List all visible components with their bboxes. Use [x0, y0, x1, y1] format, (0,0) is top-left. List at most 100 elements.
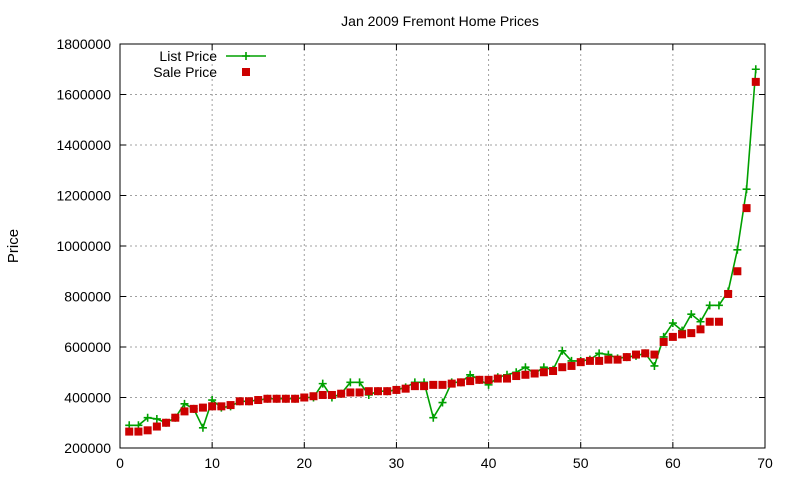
legend-marker	[242, 52, 250, 60]
sale-price-point	[447, 379, 456, 388]
y-tick-label: 1600000	[56, 87, 111, 103]
list-price-point	[355, 378, 364, 387]
x-tick-label: 50	[573, 455, 589, 471]
y-tick-label: 600000	[64, 339, 111, 355]
sale-price-point	[705, 317, 714, 326]
sale-price-point	[152, 422, 161, 431]
list-price-point	[521, 363, 530, 372]
legend-label: Sale Price	[153, 64, 217, 80]
list-price-point	[438, 398, 447, 407]
sale-price-point	[208, 402, 217, 411]
sale-price-point	[503, 374, 511, 383]
sale-price-point	[125, 427, 134, 436]
x-tick-label: 10	[204, 455, 220, 471]
sale-price-point	[484, 375, 493, 384]
sale-price-point	[668, 332, 677, 341]
sale-price-point	[217, 402, 226, 411]
list-price-point	[152, 414, 161, 423]
sale-price-point	[641, 349, 650, 358]
x-tick-label: 30	[389, 455, 405, 471]
y-tick-label: 200000	[64, 440, 111, 456]
series-sale-price	[125, 77, 760, 436]
list-price-point	[687, 310, 696, 319]
legend-label: List Price	[159, 48, 217, 64]
list-price-point	[705, 301, 714, 310]
sale-price-point	[281, 394, 290, 403]
y-tick-label: 1800000	[56, 36, 111, 52]
axis-ticks: 0 10 20 30 40 50 60 70 200000 400000 600000 800000 1…	[56, 36, 773, 471]
sale-price-point	[272, 394, 281, 403]
sale-price-point	[549, 366, 558, 375]
y-tick-label: 1400000	[56, 137, 111, 153]
sale-price-point	[134, 427, 143, 436]
sale-price-point	[420, 382, 429, 391]
sale-price-point	[235, 397, 244, 406]
y-tick-label: 1200000	[56, 188, 111, 204]
y-tick-label: 400000	[64, 390, 111, 406]
x-tick-label: 0	[116, 455, 124, 471]
sale-price-point	[254, 396, 263, 405]
sale-price-point	[143, 426, 152, 435]
sale-price-point	[318, 390, 327, 399]
sale-price-point	[245, 397, 253, 406]
sale-price-point	[291, 394, 300, 403]
sale-price-point	[410, 382, 419, 391]
sale-price-point	[558, 363, 567, 372]
sale-price-point	[364, 387, 373, 396]
sale-price-point	[733, 267, 742, 276]
series-list-price	[125, 65, 760, 432]
sale-price-point	[530, 369, 539, 378]
list-price-point	[751, 65, 760, 74]
sale-price-point	[392, 385, 401, 394]
sale-price-point	[714, 317, 723, 326]
list-price-point	[558, 346, 567, 355]
x-tick-label: 60	[665, 455, 681, 471]
sale-price-point	[724, 289, 733, 298]
sale-price-point	[226, 401, 235, 410]
list-price-point	[318, 379, 327, 388]
sale-price-point	[613, 355, 622, 364]
sale-price-point	[429, 380, 438, 389]
sale-price-point	[327, 390, 336, 399]
list-price-point	[595, 349, 604, 358]
sale-price-point	[687, 329, 696, 338]
sale-price-point	[300, 393, 309, 402]
x-tick-label: 70	[757, 455, 773, 471]
plot-frame	[119, 43, 766, 449]
sale-price-point	[162, 418, 171, 427]
x-tick-label: 40	[481, 455, 497, 471]
list-price-point	[143, 413, 152, 422]
list-price-point	[668, 319, 677, 328]
sale-price-point	[632, 350, 640, 359]
sale-price-point	[512, 372, 521, 381]
list-price-point	[180, 399, 189, 408]
list-price-point	[346, 378, 355, 387]
sale-price-point	[383, 387, 392, 396]
sale-price-point	[751, 77, 760, 86]
sale-price-point	[696, 325, 705, 334]
legend-marker	[242, 68, 250, 76]
chart-title: Jan 2009 Fremont Home Prices	[341, 13, 539, 29]
sale-price-point	[678, 330, 687, 339]
sale-price-point	[309, 392, 318, 401]
sale-price-point	[180, 407, 189, 416]
sale-price-point	[438, 380, 447, 389]
list-price-point	[733, 245, 742, 254]
sale-price-point	[355, 388, 364, 397]
sale-price-point	[567, 361, 576, 370]
y-axis-label: Price	[5, 229, 22, 263]
y-tick-label: 1000000	[56, 238, 111, 254]
list-price-point	[696, 317, 705, 326]
sale-price-point	[604, 355, 613, 364]
sale-price-point	[401, 384, 410, 393]
list-price-point	[198, 423, 207, 432]
y-tick-label: 800000	[64, 289, 111, 305]
sale-price-point	[622, 353, 631, 362]
sale-price-point	[585, 356, 594, 365]
sale-price-point	[346, 388, 355, 397]
list-price-point	[742, 185, 751, 194]
sale-price-point	[742, 204, 751, 213]
list-price-line	[129, 69, 757, 430]
